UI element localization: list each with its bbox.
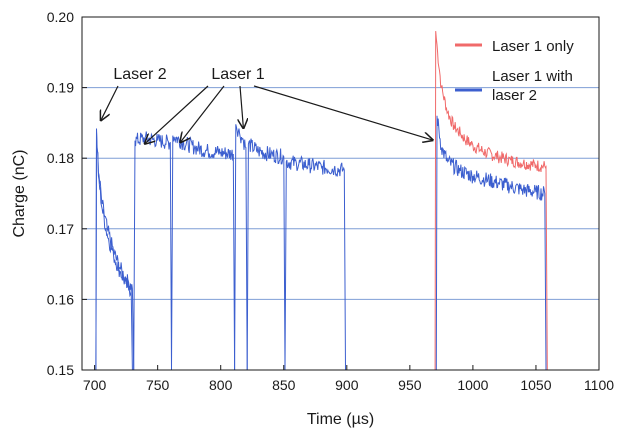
x-tick-label: 750 (146, 377, 170, 393)
x-axis-title: Time (µs) (307, 411, 374, 428)
series-laser1-with-laser2-segment-6 (284, 155, 346, 371)
series-layer (95, 31, 548, 371)
legend-label-laser1-with-laser2: Laser 1 with laser 2 (492, 68, 573, 104)
legend-label-line-1: Laser 1 with (492, 68, 573, 85)
series-laser1-only-line (434, 31, 548, 371)
x-tick-label: 850 (272, 377, 296, 393)
y-axis-title: Charge (nC) (11, 149, 28, 237)
y-tick-label: 0.18 (47, 150, 74, 166)
series-laser1-with-laser2-segment-7 (435, 115, 547, 371)
y-tick-label: 0.19 (47, 80, 74, 96)
annotation-arrow (180, 85, 225, 142)
x-tick-label: 700 (83, 377, 107, 393)
series-laser1-with-laser2-segment-4 (234, 124, 248, 371)
annotation-label: Laser 1 (211, 66, 264, 83)
ticks (82, 16, 600, 371)
annotation-layer: Laser 2 Laser 1 (101, 66, 433, 144)
annotation-arrow (253, 85, 433, 140)
series-laser1-with-laser2-segment-3 (171, 135, 236, 371)
series-laser1-with-laser2-segment-1 (95, 128, 133, 371)
x-tick-label: 950 (398, 377, 422, 393)
x-tick-label: 800 (209, 377, 233, 393)
x-tick-label: 1100 (584, 377, 614, 393)
y-tick-label: 0.15 (47, 362, 74, 378)
x-tick-label: 1050 (520, 377, 551, 393)
plot-frame (81, 16, 600, 371)
annotation-arrow (101, 85, 119, 120)
series-laser1-with-laser2-segment-5 (246, 138, 286, 371)
annotation-arrow (240, 85, 243, 128)
x-tick-label: 900 (335, 377, 359, 393)
annotation-arrow (145, 85, 209, 144)
annotation-label: Laser 2 (113, 66, 166, 83)
x-tick-label: 1000 (457, 377, 488, 393)
legend-label-laser1-only: Laser 1 only (492, 38, 574, 55)
y-tick-label: 0.16 (47, 291, 74, 307)
plot-background (82, 17, 599, 370)
legend: Laser 1 only Laser 1 with laser 2 (455, 38, 574, 104)
tick-labels: 700 750 800 850 900 950 1000 1050 1100 0.15 0.16 0.… (47, 9, 615, 393)
legend-label-line-2: laser 2 (492, 87, 537, 104)
y-tick-label: 0.20 (47, 9, 74, 25)
y-tick-label: 0.17 (47, 221, 74, 237)
